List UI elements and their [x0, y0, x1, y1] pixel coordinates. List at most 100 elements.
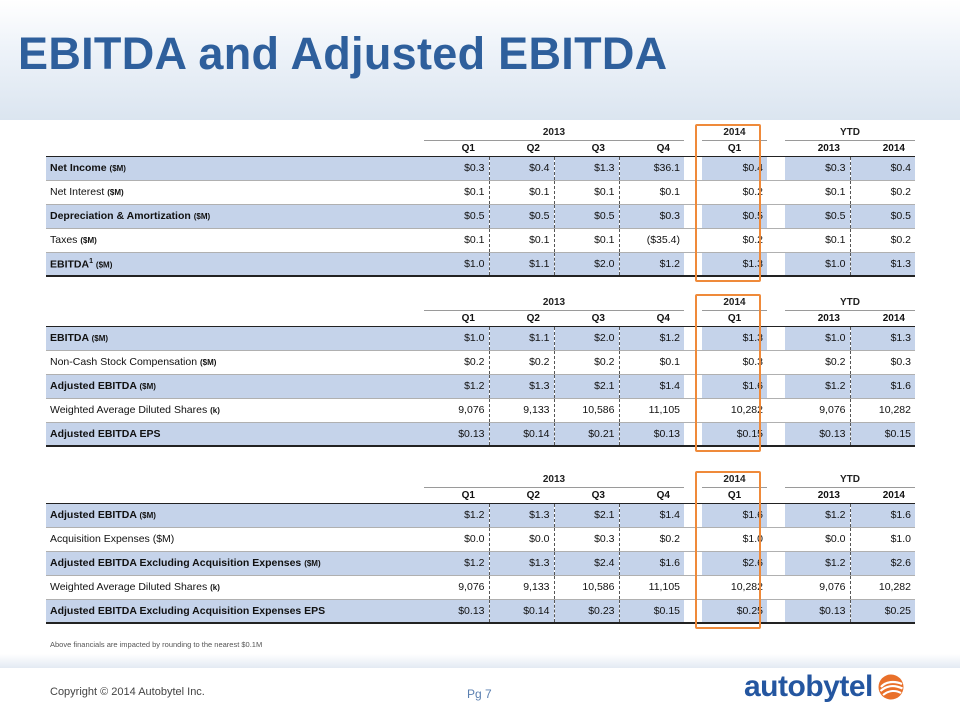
value-cell: $1.6 [702, 374, 767, 399]
value-cell: $2.0 [554, 252, 620, 277]
value-cell: $0.1 [785, 180, 851, 205]
row-label-text: Depreciation & Amortization [50, 210, 191, 222]
quarter-header: 2013 [785, 487, 850, 504]
value-cell: $1.0 [785, 252, 851, 277]
value-cell: $0.4 [489, 156, 555, 181]
value-cell: $0.2 [702, 180, 767, 205]
quarter-header: Q1 [702, 140, 767, 157]
value-cell: $0.13 [424, 422, 490, 447]
quarter-header: Q1 [424, 140, 489, 157]
value-cell: $0.1 [489, 180, 555, 205]
year-header: YTD [785, 473, 915, 488]
value-cell: $0.2 [489, 350, 555, 375]
table-row: Adjusted EBITDA ($M) $1.2 $1.3 $2.1 $1.4 $1.6… [46, 374, 915, 399]
value-cell: 9,076 [785, 575, 851, 600]
value-cell: $1.3 [489, 551, 555, 576]
value-cell: $1.0 [424, 252, 490, 277]
value-cell: $1.0 [424, 326, 490, 351]
quarter-header: Q3 [554, 310, 619, 327]
value-cell: $0.14 [489, 422, 555, 447]
autobytel-logo: autobytel [744, 670, 905, 704]
value-cell: 10,282 [850, 575, 915, 600]
header-spacer [46, 296, 424, 310]
column-gap [767, 398, 785, 423]
value-cell: $0.13 [619, 422, 684, 447]
value-cell: 9,076 [424, 398, 490, 423]
value-cell: $1.2 [785, 374, 851, 399]
row-unit: ($M) [95, 260, 113, 269]
value-cell: $2.4 [554, 551, 620, 576]
copyright: Copyright © 2014 Autobytel Inc. [50, 686, 205, 698]
value-cell: $0.5 [424, 204, 490, 229]
column-gap [684, 180, 702, 205]
column-gap [684, 228, 702, 253]
row-label: Net Income ($M) [46, 156, 424, 181]
year-header: 2014 [702, 296, 767, 311]
row-unit: ($M) [80, 236, 97, 245]
quarter-header: 2014 [850, 310, 915, 327]
table-row: Taxes ($M) $0.1 $0.1 $0.1 ($35.4) $0.2 $0.1 $0.… [46, 228, 915, 253]
value-cell: $1.3 [702, 252, 767, 277]
value-cell: 9,133 [489, 575, 555, 600]
value-cell: $1.3 [554, 156, 620, 181]
value-cell: $1.1 [489, 252, 555, 277]
column-gap [767, 228, 785, 253]
row-label-text: Adjusted EBITDA Excluding Acquisition Ex… [50, 604, 326, 617]
quarter-header: Q1 [424, 487, 489, 504]
column-gap [684, 422, 702, 447]
value-cell: $1.6 [850, 374, 915, 399]
value-cell: $0.2 [702, 228, 767, 253]
row-label: Adjusted EBITDA ($M) [46, 374, 424, 399]
value-cell: $0.2 [850, 228, 915, 253]
value-cell: $1.0 [785, 326, 851, 351]
value-cell: 9,133 [489, 398, 555, 423]
value-cell: $0.0 [489, 527, 555, 552]
row-label: Non-Cash Stock Compensation ($M) [46, 350, 424, 375]
column-gap [767, 180, 785, 205]
header-spacer [46, 126, 424, 140]
value-cell: $2.1 [554, 374, 620, 399]
column-gap [684, 252, 702, 277]
row-unit: ($M) [109, 164, 126, 173]
row-label: Adjusted EBITDA Excluding Acquisition Ex… [46, 551, 424, 576]
value-cell: $0.1 [619, 180, 684, 205]
header-spacer [684, 140, 702, 157]
row-label: Depreciation & Amortization ($M) [46, 204, 424, 229]
row-unit: (k) [210, 583, 220, 592]
quarter-header: 2013 [785, 140, 850, 157]
value-cell: $0.21 [554, 422, 620, 447]
quarter-header: 2013 [785, 310, 850, 327]
value-cell: $0.1 [619, 350, 684, 375]
value-cell: $1.4 [619, 374, 684, 399]
value-cell: $0.2 [424, 350, 490, 375]
column-gap [767, 204, 785, 229]
value-cell: $1.2 [424, 551, 490, 576]
value-cell: 9,076 [424, 575, 490, 600]
footnote: Above financials are impacted by roundin… [50, 640, 263, 649]
value-cell: 10,586 [554, 398, 620, 423]
value-cell: $2.6 [702, 551, 767, 576]
row-unit: (k) [210, 406, 220, 415]
footnote-marker: 1 [89, 257, 93, 265]
value-cell: $1.2 [785, 551, 851, 576]
value-cell: $1.2 [785, 503, 851, 528]
header-spacer [767, 473, 785, 487]
quarter-header: 2014 [850, 487, 915, 504]
column-gap [684, 156, 702, 181]
value-cell: $0.3 [554, 527, 620, 552]
value-cell: $0.3 [424, 156, 490, 181]
value-cell: $0.3 [619, 204, 684, 229]
value-cell: $0.5 [785, 204, 851, 229]
quarter-header: Q4 [619, 487, 684, 504]
value-cell: $1.0 [702, 527, 767, 552]
row-unit: ($M) [91, 334, 109, 343]
row-unit: ($M) [193, 212, 211, 221]
table-row: Acquisition Expenses ($M) $0.0 $0.0 $0.3 $0.… [46, 527, 915, 552]
row-label: Taxes ($M) [46, 228, 424, 253]
value-cell: $1.2 [619, 252, 684, 277]
value-cell: $2.6 [850, 551, 915, 576]
value-cell: $0.2 [554, 350, 620, 375]
value-cell: $36.1 [619, 156, 684, 181]
value-cell: $0.3 [785, 156, 851, 181]
value-cell: $0.3 [702, 350, 767, 375]
